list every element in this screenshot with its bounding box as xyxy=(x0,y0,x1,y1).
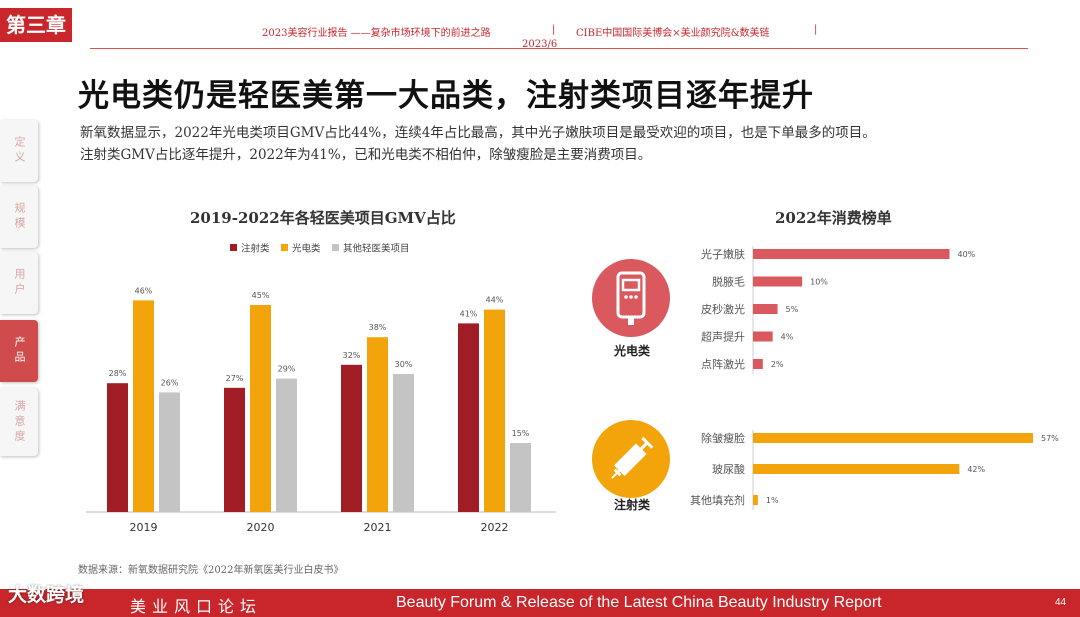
bar xyxy=(250,305,271,512)
legend-label: 注射类 xyxy=(241,243,270,255)
bar xyxy=(753,249,950,259)
bar xyxy=(107,383,128,512)
page-number: 44 xyxy=(1055,597,1067,608)
bar-value-label: 27% xyxy=(226,374,244,383)
footer-bar: 美业风口论坛 Beauty Forum & Release of the Lat… xyxy=(0,589,1080,617)
category-label: 玻尿酸 xyxy=(712,462,745,476)
bar xyxy=(276,378,297,512)
category-label: 超声提升 xyxy=(701,330,745,344)
legend-label: 其他轻医美项目 xyxy=(343,243,410,255)
x-tick-label: 2020 xyxy=(247,521,275,534)
bar-value-label: 28% xyxy=(109,369,127,378)
bar-value-label: 29% xyxy=(278,365,296,374)
bar-value-label: 1% xyxy=(766,496,779,505)
bar-value-label: 41% xyxy=(460,309,478,318)
intro-text: 新氧数据显示，2022年光电类项目GMV占比44%，连续4年占比最高，其中光子嫩… xyxy=(80,122,1070,166)
device-icon xyxy=(616,271,646,325)
group-label-photoelectric: 光电类 xyxy=(614,344,651,358)
bar-value-label: 5% xyxy=(786,305,799,314)
legend-swatch xyxy=(332,244,339,251)
legend-swatch xyxy=(281,244,288,251)
footer-english-title: Beauty Forum & Release of the Latest Chi… xyxy=(396,594,882,611)
chapter-tab: 第三章 xyxy=(0,8,72,42)
report-title: 2023美容行业报告 ——复杂市场环境下的前进之路 xyxy=(262,28,491,39)
bar xyxy=(510,443,531,512)
bar xyxy=(753,433,1033,443)
x-tick-label: 2019 xyxy=(130,521,158,534)
category-label: 光子嫩肤 xyxy=(701,247,745,261)
bar xyxy=(753,331,773,342)
bar xyxy=(458,323,479,512)
intro-line-1: 新氧数据显示，2022年光电类项目GMV占比44%，连续4年占比最高，其中光子嫩… xyxy=(80,125,876,141)
bar-value-label: 38% xyxy=(369,323,387,332)
category-label: 其他填充剂 xyxy=(690,493,745,507)
bar-value-label: 46% xyxy=(135,286,153,295)
bar xyxy=(159,392,180,512)
gmv-share-chart: 注射类 光电类 其他轻医美项目 28% 46% 26% 2019 27% 45% 29% 2020 3… xyxy=(86,243,556,534)
intro-line-2: 注射类GMV占比逐年提升，2022年为41%，已和光电类不相伯仲，除皱瘦脸是主要… xyxy=(80,147,652,163)
gmv-chart-title: 2019-2022年各轻医美项目GMV占比 xyxy=(190,209,456,227)
consumption-ranking-chart: 光子嫩肤 40% 脱腋毛 10% 皮秒激光 5% 超声提升 4% 点阵激光 2% 除皱瘦脸 57% 玻尿… xyxy=(690,246,1059,510)
bar xyxy=(753,304,778,314)
bar-value-label: 45% xyxy=(252,291,270,300)
side-nav-item-definition[interactable]: 定义 xyxy=(0,120,38,182)
header-separator: | xyxy=(552,24,556,35)
side-nav-item-products[interactable]: 产品 xyxy=(0,320,38,382)
group-label-injection: 注射类 xyxy=(614,498,651,512)
side-nav-item-scale[interactable]: 规模 xyxy=(0,186,38,248)
bar-value-label: 42% xyxy=(967,465,985,474)
bar xyxy=(753,276,803,287)
category-label: 点阵激光 xyxy=(701,357,745,371)
bar-value-label: 2% xyxy=(771,360,784,369)
report-partners: CIBE中国国际美博会×美业颜究院&数美链 xyxy=(576,28,770,39)
bar xyxy=(753,359,763,369)
watermark-logo: 大数跨境 xyxy=(8,584,85,606)
bar xyxy=(133,300,154,512)
device-icon-circle xyxy=(592,259,670,337)
bar-value-label: 10% xyxy=(810,278,828,287)
bar-value-label: 40% xyxy=(957,250,975,259)
x-tick-label: 2021 xyxy=(364,521,392,534)
side-nav-item-satisfaction[interactable]: 满意度 xyxy=(0,388,38,456)
bar xyxy=(753,495,758,505)
bar-value-label: 32% xyxy=(343,351,361,360)
bar xyxy=(753,464,960,474)
bar-value-label: 57% xyxy=(1041,434,1059,443)
ranking-chart-title: 2022年消费榜单 xyxy=(775,209,892,227)
bar xyxy=(393,374,414,512)
report-date: 2023/6 xyxy=(522,39,558,50)
legend-label: 光电类 xyxy=(292,243,321,255)
footer-forum-name: 美业风口论坛 xyxy=(130,597,263,616)
syringe-icon xyxy=(611,436,654,479)
category-label: 脱腋毛 xyxy=(712,275,745,289)
bar xyxy=(341,364,362,512)
header-bar: 2023美容行业报告 ——复杂市场环境下的前进之路 | 2023/6 CIBE中… xyxy=(90,22,1028,50)
page-title: 光电类仍是轻医美第一大品类，注射类项目逐年提升 xyxy=(78,78,814,114)
category-label: 除皱瘦脸 xyxy=(701,431,745,445)
bar xyxy=(484,309,505,512)
bar xyxy=(367,337,388,512)
bar-value-label: 4% xyxy=(781,333,794,342)
legend-swatch xyxy=(230,244,237,251)
header-separator-end: | xyxy=(814,24,818,35)
syringe-icon-circle xyxy=(592,420,670,498)
data-source: 数据来源：新氧数据研究院《2022年新氧医美行业白皮书》 xyxy=(78,565,344,576)
category-label: 皮秒激光 xyxy=(701,302,745,316)
bar-value-label: 44% xyxy=(486,296,504,305)
bar-value-label: 30% xyxy=(395,360,413,369)
x-tick-label: 2022 xyxy=(481,521,509,534)
bar-value-label: 15% xyxy=(512,429,530,438)
bar xyxy=(224,387,245,512)
bar-value-label: 26% xyxy=(161,378,179,387)
side-nav-item-users[interactable]: 用户 xyxy=(0,252,38,314)
